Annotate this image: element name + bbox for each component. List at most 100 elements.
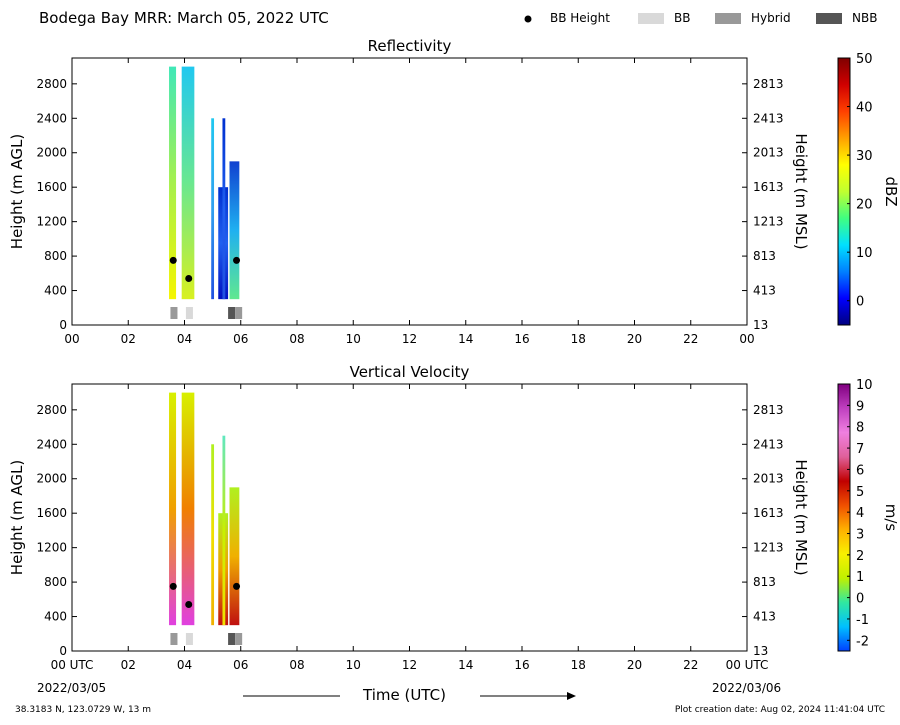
colorbar-tick-label: 0	[856, 295, 864, 310]
y-tick-label: 2400	[36, 437, 67, 451]
x-tick-label: 22	[683, 658, 698, 672]
bb-height-point	[185, 274, 193, 282]
legend-bb-height-marker	[524, 15, 532, 23]
creation-date-text: Plot creation date: Aug 02, 2024 11:41:0…	[674, 705, 885, 715]
x-tick-label: 00 UTC	[51, 658, 94, 672]
data-column	[229, 161, 240, 300]
bb-height-point	[185, 600, 193, 608]
data-column	[169, 66, 177, 300]
bb-height-point	[233, 582, 241, 590]
data-column	[222, 118, 226, 300]
y-tick-label-right: 2413	[753, 437, 784, 451]
y-tick-label: 400	[44, 284, 67, 298]
bb-height-point	[169, 582, 177, 590]
colorbar-tick-label: 3	[856, 528, 864, 543]
y-tick-label: 1600	[36, 506, 67, 520]
colorbar-tick-label: 40	[856, 101, 873, 116]
y-tick-label: 1200	[36, 215, 67, 229]
legend-nbb-label: NBB	[852, 11, 878, 25]
x-tick-label: 04	[177, 332, 192, 346]
x-tick-label: 16	[514, 658, 529, 672]
colorbar-tick-label: 5	[856, 485, 864, 500]
start-date-label: 2022/03/05	[37, 681, 107, 695]
y-tick-label-right: 13	[753, 318, 768, 332]
bb-height-point	[233, 256, 241, 264]
y-tick-label: 1600	[36, 180, 67, 194]
time-axis-label: Time (UTC)	[363, 686, 446, 704]
colorbar-tick-label: 2	[856, 549, 864, 564]
x-tick-label: 12	[402, 658, 417, 672]
y-axis-label: Height (m AGL)	[8, 134, 26, 249]
colorbar-label: dBZ	[882, 176, 900, 206]
x-tick-label: 06	[233, 658, 248, 672]
colorbar-tick-label: 30	[856, 149, 873, 164]
x-tick-label: 04	[177, 658, 192, 672]
bb-type-bar	[170, 633, 178, 645]
x-tick-label: 08	[289, 332, 304, 346]
y-tick-label: 800	[44, 249, 67, 263]
bb-type-bar	[228, 633, 236, 645]
location-text: 38.3183 N, 123.0729 W, 13 m	[15, 705, 152, 715]
y-axis-label-right: Height (m MSL)	[792, 133, 810, 249]
legend-bb-swatch	[638, 13, 664, 24]
y-tick-label-right: 2813	[753, 403, 784, 417]
y-tick-label-right: 813	[753, 249, 776, 263]
colorbar-tick-label: 10	[856, 378, 873, 393]
bb-type-bar	[170, 307, 178, 319]
colorbar	[837, 383, 851, 652]
bb-type-bar	[235, 307, 243, 319]
bb-type-bar	[228, 307, 236, 319]
data-column	[181, 392, 195, 626]
y-tick-label-right: 2013	[753, 146, 784, 160]
y-tick-label-right: 2413	[753, 111, 784, 125]
colorbar-tick-label: 4	[856, 506, 864, 521]
x-tick-label: 10	[346, 332, 361, 346]
y-tick-label: 2000	[36, 146, 67, 160]
x-tick-label: 16	[514, 332, 529, 346]
colorbar-label: m/s	[882, 504, 900, 532]
bb-height-point	[169, 256, 177, 264]
x-tick-label: 00	[739, 332, 754, 346]
y-tick-label-right: 1213	[753, 541, 784, 555]
legend-hybrid-swatch	[715, 13, 741, 24]
x-tick-label: 14	[458, 658, 473, 672]
y-tick-label: 1200	[36, 541, 67, 555]
x-tick-label: 06	[233, 332, 248, 346]
y-axis-label: Height (m AGL)	[8, 460, 26, 575]
colorbar-tick-label: -2	[856, 634, 869, 649]
y-tick-label: 0	[59, 644, 67, 658]
end-date-label: 2022/03/06	[712, 681, 782, 695]
data-column	[211, 118, 215, 300]
chart-title: Vertical Velocity	[350, 363, 470, 381]
legend-bb-height-label: BB Height	[550, 11, 610, 25]
y-tick-label: 2000	[36, 472, 67, 486]
y-tick-label-right: 2013	[753, 472, 784, 486]
data-column	[211, 444, 215, 626]
colorbar-tick-label: 6	[856, 463, 864, 478]
x-tick-label: 00 UTC	[726, 658, 769, 672]
data-column	[181, 66, 195, 300]
data-column	[222, 435, 226, 626]
y-tick-label-right: 413	[753, 610, 776, 624]
y-tick-label-right: 1213	[753, 215, 784, 229]
x-tick-label: 02	[121, 658, 136, 672]
x-tick-label: 14	[458, 332, 473, 346]
legend-nbb-swatch	[816, 13, 842, 24]
x-tick-label: 10	[346, 658, 361, 672]
y-tick-label: 0	[59, 318, 67, 332]
x-tick-label: 12	[402, 332, 417, 346]
y-tick-label: 400	[44, 610, 67, 624]
colorbar-tick-label: 0	[856, 592, 864, 607]
y-tick-label: 2800	[36, 403, 67, 417]
data-column	[229, 487, 240, 626]
y-tick-label-right: 813	[753, 575, 776, 589]
x-tick-label: 22	[683, 332, 698, 346]
y-tick-label: 2800	[36, 77, 67, 91]
x-tick-label: 20	[627, 332, 642, 346]
x-tick-label: 18	[571, 658, 586, 672]
y-tick-label-right: 1613	[753, 180, 784, 194]
legend-swatches	[524, 13, 842, 24]
